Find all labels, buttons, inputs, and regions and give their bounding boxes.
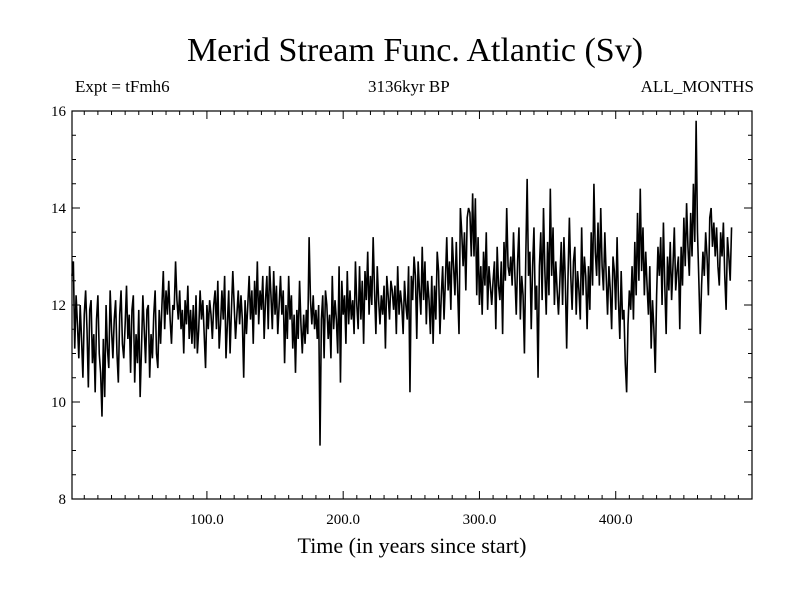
y-tick-label: 14 [51, 201, 67, 217]
period-label: 3136kyr BP [368, 77, 450, 96]
x-tick-label: 300.0 [463, 512, 497, 528]
y-tick-label: 16 [51, 104, 67, 120]
x-tick-label: 100.0 [190, 512, 224, 528]
experiment-label: Expt = tFmh6 [75, 77, 170, 96]
axis-labels: 100.0 200.0 300.0 400.0 8 10 12 14 16 Time (in ye… [51, 104, 633, 558]
x-tick-label: 400.0 [599, 512, 633, 528]
months-label: ALL_MONTHS [640, 77, 754, 96]
series-group [71, 120, 733, 446]
x-axis-title: Time (in years since start) [298, 533, 527, 558]
y-tick-label: 8 [59, 492, 67, 508]
data-series-line [71, 120, 733, 446]
y-tick-label: 10 [51, 395, 66, 411]
x-tick-label: 200.0 [326, 512, 360, 528]
axis-ticks [72, 111, 753, 499]
y-tick-label: 12 [51, 298, 66, 314]
chart-title: Merid Stream Func. Atlantic (Sv) [186, 32, 644, 69]
